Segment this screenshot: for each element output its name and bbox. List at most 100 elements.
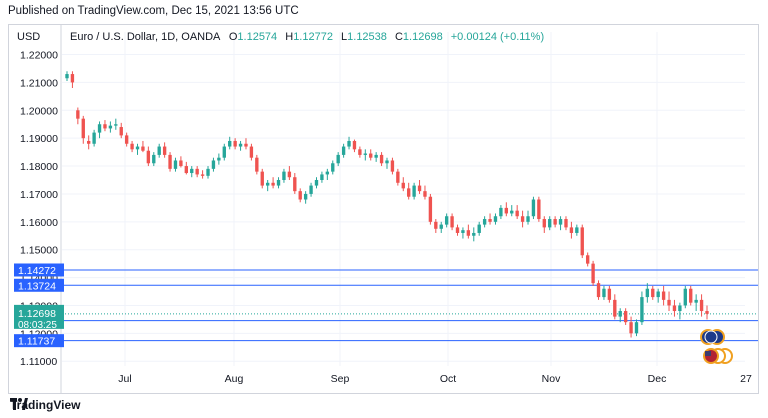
candle	[548, 216, 552, 231]
candle-body	[705, 311, 709, 314]
candle-body	[493, 216, 498, 222]
candle-body	[76, 110, 80, 119]
line-price-label[interactable]: 1.14272	[14, 263, 64, 277]
us-flag-icon[interactable]	[703, 348, 733, 364]
candle-body	[358, 149, 362, 155]
candle	[141, 140, 145, 153]
candle	[634, 319, 639, 337]
candle	[157, 143, 161, 158]
footer-brand[interactable]: TradingView	[10, 398, 80, 412]
candle	[623, 308, 628, 325]
legend-l-label: L	[341, 31, 347, 43]
candle-body	[569, 227, 574, 233]
candle-body	[162, 146, 167, 155]
candle-body	[396, 171, 400, 183]
last-price-bg	[14, 304, 64, 329]
candle	[504, 202, 509, 217]
candle	[238, 140, 243, 151]
horizontal-lines	[62, 269, 758, 342]
candle	[531, 196, 536, 220]
candle-body	[146, 150, 151, 164]
candle	[596, 280, 601, 300]
candle-body	[293, 177, 297, 192]
candle-body	[585, 255, 590, 264]
candle	[575, 224, 579, 236]
candle	[146, 146, 151, 167]
candle-body	[640, 297, 644, 323]
line-price-label[interactable]: 1.11737	[14, 334, 64, 348]
candle	[472, 227, 476, 242]
candle-body	[97, 124, 102, 133]
eu-flag-icon[interactable]	[700, 329, 725, 345]
candle-body	[233, 140, 237, 147]
candle	[477, 221, 481, 236]
candle-body	[417, 185, 422, 192]
candle-body	[303, 193, 308, 200]
candle-body	[341, 146, 346, 155]
y-tick-label: 1.19000	[20, 133, 58, 145]
candle-series	[65, 71, 709, 338]
y-tick-label: 1.20000	[20, 105, 58, 117]
candle	[661, 285, 666, 306]
candle	[678, 302, 682, 320]
candle	[87, 135, 91, 150]
candle	[564, 216, 568, 231]
candle-body	[184, 166, 189, 174]
candle	[672, 299, 677, 317]
candle-body	[618, 311, 622, 317]
candle-body	[602, 288, 606, 298]
candle-body	[634, 322, 639, 334]
candle	[683, 285, 687, 309]
candle-body	[320, 174, 324, 180]
candle-body	[428, 196, 433, 222]
candle	[114, 118, 118, 130]
candle	[385, 157, 389, 169]
candle-body	[260, 171, 264, 186]
candle-body	[683, 288, 687, 306]
candle-body	[369, 153, 373, 158]
x-tick-label: Nov	[542, 373, 561, 385]
candle-body	[629, 322, 633, 334]
candle-body	[374, 154, 378, 158]
candle-body	[276, 180, 281, 186]
candle-body	[314, 180, 319, 186]
candle	[70, 71, 75, 88]
candle-body	[651, 288, 655, 298]
candle	[390, 157, 395, 175]
candle	[195, 166, 199, 178]
legend-o-label: O	[229, 31, 238, 43]
candle	[407, 182, 411, 200]
candle	[493, 213, 498, 225]
candle	[135, 143, 140, 155]
candle-body	[347, 140, 351, 147]
candle-body	[564, 219, 568, 228]
line-price-label[interactable]: 1.13724	[14, 278, 64, 293]
candle	[488, 213, 492, 225]
candle-body	[504, 207, 509, 214]
candle	[228, 136, 232, 150]
candle-body	[103, 124, 107, 129]
line-price-label-bg	[14, 278, 64, 292]
candle	[108, 121, 113, 133]
candle	[168, 152, 172, 172]
candle-body	[613, 299, 617, 317]
candle-body	[694, 299, 698, 303]
y-tick-label: 1.22000	[20, 50, 58, 62]
candle	[455, 224, 460, 236]
candle	[558, 216, 563, 231]
footer-brand-label: TradingView	[10, 398, 81, 412]
candle-body	[249, 146, 254, 158]
candle-body	[450, 216, 454, 228]
candle-body	[238, 143, 243, 147]
candle-body	[591, 263, 595, 284]
candle	[450, 213, 454, 231]
candle-body	[168, 154, 172, 169]
y-tick-label: 1.16000	[20, 217, 58, 229]
candle	[396, 168, 400, 186]
candle	[103, 120, 107, 132]
candle-body	[70, 74, 75, 83]
legend-change: +0.00124 (+0.11%)	[451, 31, 544, 43]
candle	[152, 152, 156, 167]
